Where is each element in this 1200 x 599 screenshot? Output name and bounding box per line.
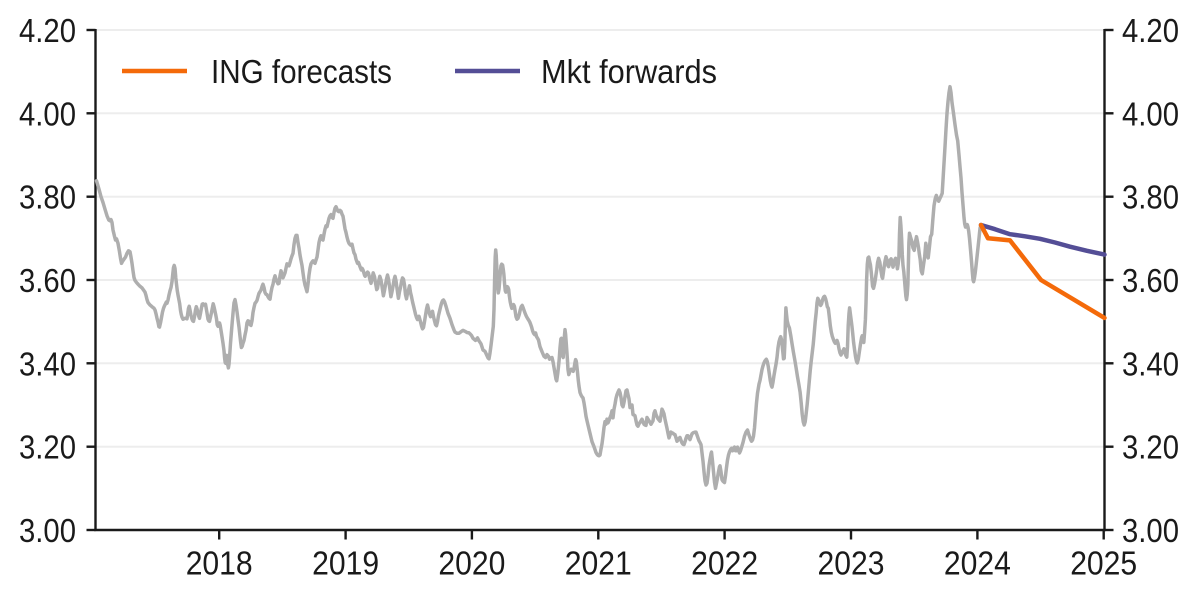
svg-text:2020: 2020 <box>438 545 505 582</box>
svg-text:3.00: 3.00 <box>1122 512 1179 549</box>
svg-text:ING forecasts: ING forecasts <box>211 53 392 90</box>
svg-text:4.20: 4.20 <box>1122 12 1179 49</box>
svg-text:2022: 2022 <box>691 545 758 582</box>
svg-text:4.00: 4.00 <box>1122 95 1179 132</box>
svg-text:2023: 2023 <box>818 545 885 582</box>
svg-text:3.40: 3.40 <box>19 345 76 382</box>
svg-text:3.80: 3.80 <box>1122 179 1179 216</box>
svg-text:2024: 2024 <box>944 545 1011 582</box>
svg-text:3.20: 3.20 <box>19 429 76 466</box>
svg-text:2025: 2025 <box>1070 545 1137 582</box>
svg-text:4.20: 4.20 <box>19 12 76 49</box>
svg-text:3.20: 3.20 <box>1122 429 1179 466</box>
svg-text:3.60: 3.60 <box>1122 262 1179 299</box>
svg-text:3.40: 3.40 <box>1122 345 1179 382</box>
svg-text:3.00: 3.00 <box>19 512 76 549</box>
svg-text:3.60: 3.60 <box>19 262 76 299</box>
svg-text:4.00: 4.00 <box>19 95 76 132</box>
svg-text:2019: 2019 <box>312 545 379 582</box>
svg-text:3.80: 3.80 <box>19 179 76 216</box>
svg-text:2018: 2018 <box>186 545 253 582</box>
svg-text:2021: 2021 <box>565 545 632 582</box>
svg-text:Mkt forwards: Mkt forwards <box>541 53 717 90</box>
